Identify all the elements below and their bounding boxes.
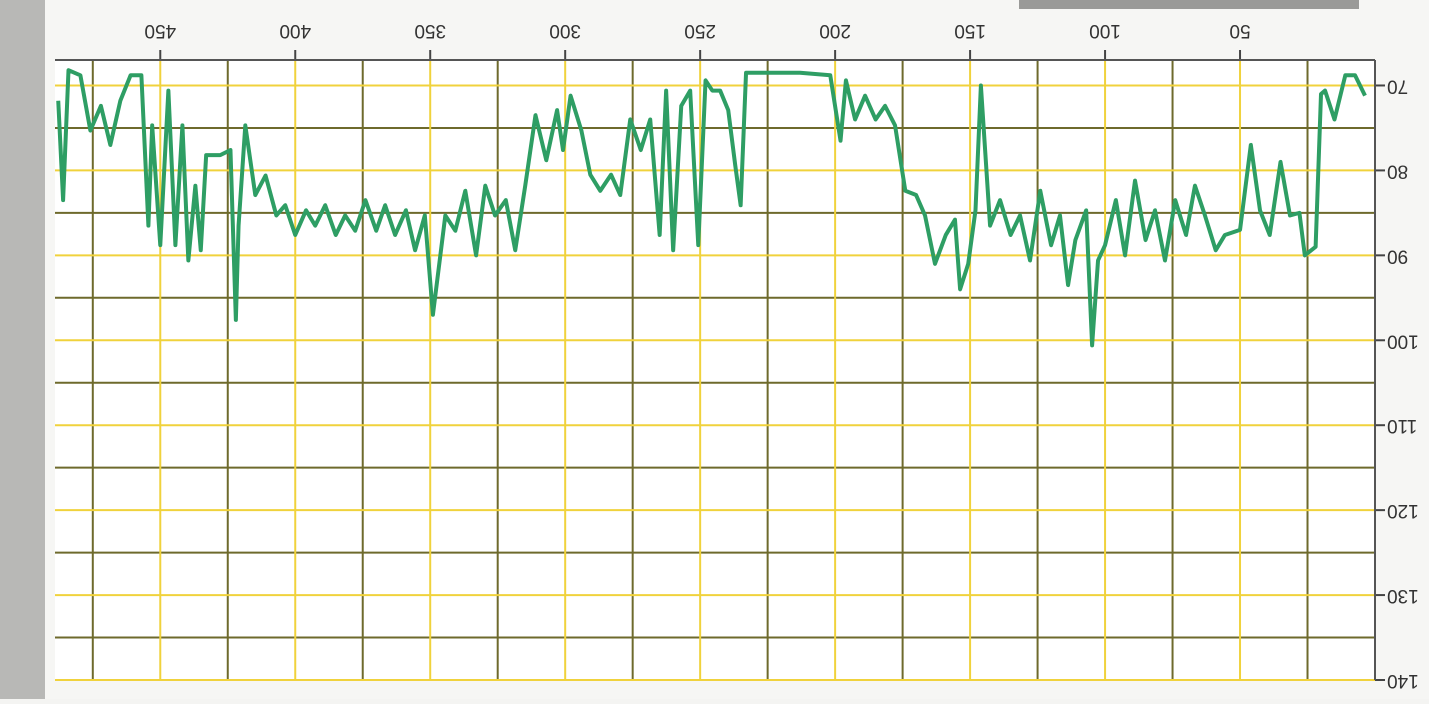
x-tick-label: 450 bbox=[144, 20, 176, 41]
x-tick-label: 350 bbox=[414, 20, 446, 41]
photo-edge bbox=[1019, 0, 1359, 9]
y-tick-label: 140 bbox=[1387, 670, 1419, 691]
y-tick-label: 120 bbox=[1387, 500, 1419, 521]
y-tick-label: 110 bbox=[1387, 415, 1417, 436]
x-tick-label: 100 bbox=[1089, 20, 1121, 41]
photo-edge bbox=[0, 0, 45, 699]
y-tick-label: 130 bbox=[1387, 585, 1419, 606]
plot-area bbox=[55, 60, 1375, 680]
x-tick-label: 50 bbox=[1229, 20, 1250, 41]
x-tick-label: 200 bbox=[819, 20, 851, 41]
x-tick-label: 250 bbox=[684, 20, 716, 41]
y-tick-label: 90 bbox=[1387, 245, 1408, 266]
y-tick-label: 70 bbox=[1387, 75, 1408, 96]
data-line bbox=[56, 68, 1367, 348]
x-tick-label: 400 bbox=[279, 20, 311, 41]
x-tick-label: 150 bbox=[954, 20, 986, 41]
y-tick-label: 80 bbox=[1387, 160, 1408, 181]
y-tick-label: 100 bbox=[1387, 330, 1419, 351]
x-tick-label: 300 bbox=[549, 20, 581, 41]
